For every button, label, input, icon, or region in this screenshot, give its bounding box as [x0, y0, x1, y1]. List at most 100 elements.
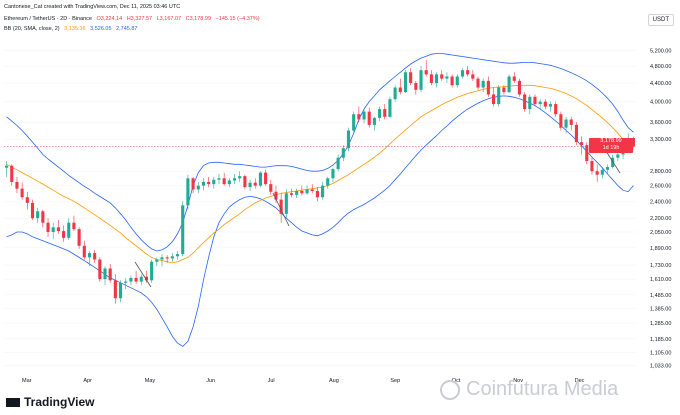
watermark-text: Coinfutura Media	[466, 378, 619, 400]
candle-body	[336, 157, 340, 170]
candle	[346, 127, 351, 152]
candle	[87, 250, 92, 267]
candle	[305, 185, 309, 195]
candle	[341, 145, 345, 162]
candle	[476, 76, 480, 90]
candle-body	[548, 104, 553, 107]
candle	[538, 99, 542, 110]
candle	[605, 164, 610, 174]
candle-body	[517, 80, 521, 95]
candle	[232, 173, 237, 185]
candle-body	[321, 185, 325, 198]
candle-body	[502, 87, 506, 93]
candle-body	[300, 190, 304, 194]
candle	[569, 116, 573, 131]
candle-body	[569, 119, 573, 125]
candle	[321, 181, 325, 200]
candle-body	[466, 70, 470, 75]
candle	[103, 266, 107, 286]
candle-body	[284, 193, 288, 214]
candle	[134, 270, 138, 285]
candle	[144, 270, 149, 283]
x-tick-label: Apr	[83, 378, 92, 384]
bb-lower-value: 2,745.87	[116, 26, 138, 32]
candle	[543, 99, 547, 110]
candle-body	[357, 114, 361, 120]
bb-lower-band	[6, 95, 634, 347]
bb-basis-line	[6, 84, 634, 264]
candle-body	[507, 76, 511, 93]
candle	[181, 201, 185, 257]
candle-body	[25, 197, 29, 203]
candle	[388, 96, 392, 118]
candle	[56, 220, 60, 234]
price-tag-value: 3,178.99	[600, 138, 622, 144]
candle-body	[600, 169, 604, 175]
candle-body	[30, 202, 35, 219]
x-tick-label: Mar	[22, 378, 32, 384]
symbol-name[interactable]: Ethereum / TetherUS · 2D · Binance	[4, 16, 92, 22]
ohlc-open: O3,224.14	[96, 16, 123, 22]
candle	[212, 176, 216, 189]
x-tick-label: Aug	[329, 378, 339, 384]
candle	[222, 172, 226, 186]
candle	[481, 78, 485, 93]
candle	[113, 274, 117, 304]
ohlc-high: H3,327.57	[126, 16, 153, 22]
candle	[455, 74, 459, 88]
candle	[450, 74, 454, 88]
candle-body	[523, 94, 527, 110]
candle	[36, 207, 40, 223]
candle	[62, 225, 66, 242]
candle-body	[264, 172, 268, 185]
candle	[5, 161, 9, 177]
candle	[419, 66, 423, 93]
indicator-name[interactable]: BB (20, SMA, close, 2)	[4, 26, 60, 32]
candle	[631, 136, 635, 148]
x-tick-label: Oct	[452, 378, 461, 384]
candle-body	[341, 148, 345, 158]
candle	[72, 215, 76, 232]
candle	[295, 188, 299, 199]
candle-body	[56, 227, 60, 232]
candle-body	[595, 171, 599, 175]
candle-body	[440, 74, 444, 79]
tradingview-logo[interactable]: TradingView	[6, 395, 94, 409]
candle-body	[212, 179, 216, 185]
candle	[471, 70, 475, 81]
watermark: Coinfutura Media	[440, 378, 618, 401]
candle	[398, 78, 402, 95]
y-tick-label: 3,300.00	[650, 137, 671, 143]
candle-body	[611, 157, 615, 168]
candle-body	[445, 76, 449, 79]
candle-body	[564, 119, 568, 128]
candle-body	[528, 96, 532, 110]
candle-body	[108, 268, 112, 281]
candle-body	[331, 169, 335, 179]
candle-body	[20, 188, 24, 198]
candle-body	[403, 72, 408, 93]
candle	[491, 87, 496, 107]
candle-body	[134, 277, 138, 282]
y-tick-label: 4,400.00	[650, 81, 671, 87]
candle-body	[574, 124, 578, 143]
currency-button[interactable]: USDT	[647, 14, 674, 26]
candle	[196, 181, 200, 194]
x-tick-label: Jul	[268, 378, 275, 384]
candle-body	[196, 185, 200, 190]
candle-body	[170, 256, 174, 259]
candle	[326, 176, 330, 189]
annotation-arrows	[134, 147, 621, 288]
candle-body	[113, 280, 117, 299]
candle	[564, 116, 568, 134]
candle	[51, 222, 55, 239]
candle-body	[605, 167, 610, 170]
candle-body	[476, 78, 480, 88]
candle	[367, 107, 371, 128]
candle	[409, 68, 413, 86]
candle-body	[207, 181, 211, 185]
y-tick-label: 4,800.00	[650, 64, 671, 70]
candle-body	[383, 109, 387, 117]
candle	[440, 70, 444, 81]
